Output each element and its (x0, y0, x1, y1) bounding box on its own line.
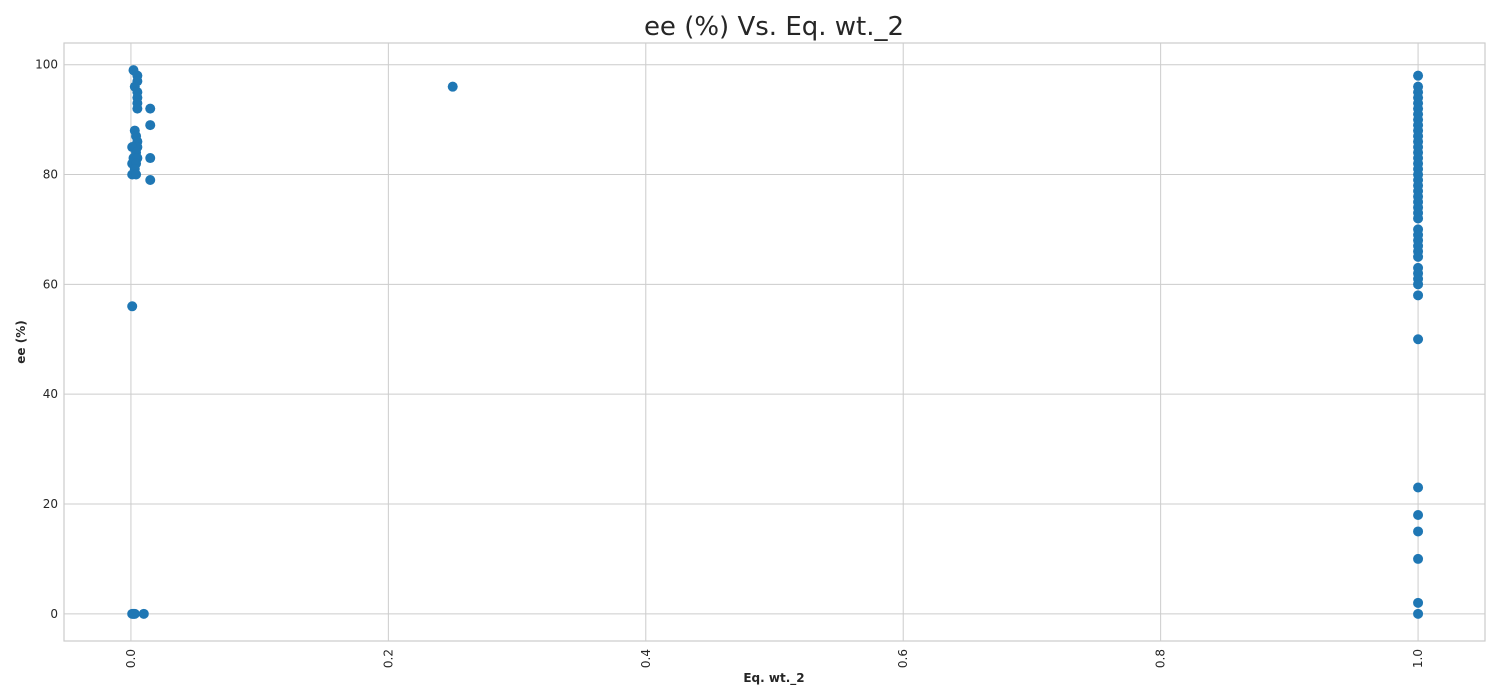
y-tick-label: 100 (35, 58, 58, 72)
data-point (1413, 553, 1424, 564)
x-tick-label: 0.8 (1154, 649, 1168, 668)
grid (64, 43, 1485, 641)
data-point (447, 81, 458, 92)
data-point (1413, 526, 1424, 537)
y-axis-ticks: 0 20 40 60 80 100 (35, 58, 58, 621)
data-point (145, 120, 156, 131)
data-points (127, 65, 1424, 619)
plot-frame (63, 42, 1486, 642)
x-tick-label: 1.0 (1411, 649, 1425, 668)
y-axis-label: ee (%) (14, 320, 28, 363)
data-point (145, 103, 156, 114)
data-point (138, 608, 149, 619)
data-point (1413, 290, 1424, 301)
data-point (132, 103, 143, 114)
y-tick-label: 80 (43, 168, 58, 182)
x-tick-label: 0.2 (381, 649, 395, 668)
x-tick-label: 0.0 (124, 649, 138, 668)
data-point (1413, 608, 1424, 619)
data-point (1413, 597, 1424, 608)
data-point (1413, 509, 1424, 520)
x-tick-label: 0.4 (639, 649, 653, 668)
y-tick-label: 40 (43, 387, 58, 401)
data-point (131, 169, 142, 180)
data-point (1413, 279, 1424, 290)
data-point (129, 608, 140, 619)
data-point (1413, 251, 1424, 262)
y-tick-label: 0 (50, 607, 58, 621)
y-tick-label: 60 (43, 277, 58, 291)
data-point (1413, 482, 1424, 493)
data-point (145, 153, 156, 164)
x-axis-ticks: 0.0 0.2 0.4 0.6 0.8 1.0 (124, 649, 1425, 668)
data-point (1413, 334, 1424, 345)
chart-title: ee (%) Vs. Eq. wt._2 (644, 12, 904, 42)
data-point (1413, 213, 1424, 224)
y-tick-label: 20 (43, 497, 58, 511)
data-point (127, 301, 138, 312)
x-axis-label: Eq. wt._2 (743, 671, 804, 686)
data-point (1413, 70, 1424, 81)
x-tick-label: 0.6 (896, 649, 910, 668)
data-point (145, 175, 156, 186)
